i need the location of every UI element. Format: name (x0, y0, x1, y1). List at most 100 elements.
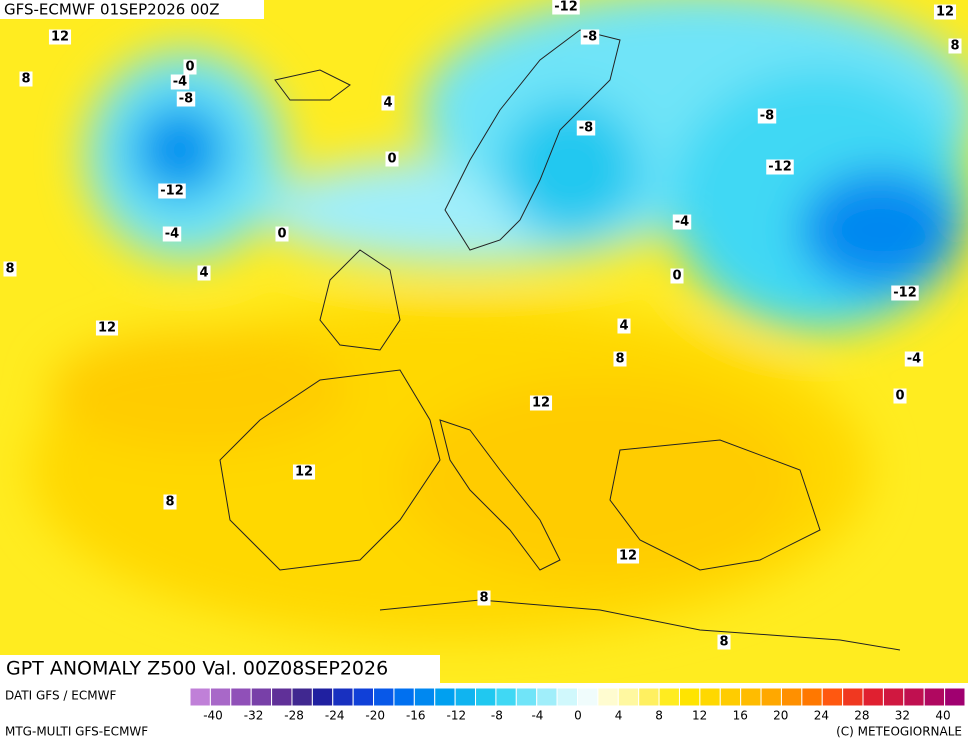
contour-label-box (576, 120, 596, 136)
anomaly-field (30, 0, 968, 640)
color-swatch (903, 687, 925, 707)
legend-label: 20 (773, 709, 788, 723)
color-swatch (923, 687, 946, 707)
contour-label: -8 (179, 92, 193, 107)
contour-label-box (381, 95, 395, 111)
contour-label: -4 (675, 215, 689, 230)
contour-label-box (183, 59, 197, 75)
color-swatch (332, 687, 354, 707)
contour-label: -12 (893, 286, 917, 301)
color-swatch (862, 687, 884, 707)
contour-label-box (95, 320, 119, 336)
legend-label: -8 (491, 709, 503, 723)
header-title: GFS-ECMWF 01SEP2026 00Z (4, 1, 219, 19)
contour-label: 12 (936, 5, 954, 20)
contour-label-box (948, 38, 962, 54)
color-swatch (230, 687, 252, 707)
contour-label-box (197, 265, 211, 281)
legend-label: 28 (854, 709, 869, 723)
contour-label: 8 (950, 39, 959, 54)
contour-label-box (158, 183, 186, 199)
legend-label: 4 (615, 709, 623, 723)
footer-title: GPT ANOMALY Z500 Val. 00Z08SEP2026 (6, 658, 388, 680)
contour-label-box (163, 494, 177, 510)
contour-label: -4 (907, 352, 921, 367)
contour-label: 4 (383, 96, 392, 111)
legend-label: -32 (244, 709, 264, 723)
color-swatch (475, 687, 497, 707)
contour-label-box (529, 395, 553, 411)
contour-label-box (162, 226, 182, 242)
legend-label: 8 (655, 709, 663, 723)
contour-label-box (176, 91, 196, 107)
contour-label-box (292, 464, 316, 480)
contour-label-box (891, 285, 919, 301)
contour-label: 8 (615, 352, 624, 367)
contour-label: -8 (583, 30, 597, 45)
contour-label-box (580, 29, 600, 45)
contour-label-box (670, 268, 684, 284)
color-swatch (577, 687, 599, 707)
contour-label: -8 (760, 109, 774, 124)
color-bar: -40 -32 -28 -24 -20 -16 -12 -8 -4 0 4 8 12 16 20 24 28 32… (189, 687, 966, 723)
contour-label: 8 (21, 72, 30, 87)
color-swatch (740, 687, 762, 707)
model: MTG-MULTI GFS-ECMWF (5, 725, 148, 739)
contour-label: -8 (579, 121, 593, 136)
color-swatch (291, 687, 313, 707)
contour-label: 8 (5, 262, 14, 277)
credit: (C) METEOGIORNALE (836, 725, 962, 739)
color-swatch (209, 687, 232, 707)
color-swatch (434, 687, 456, 707)
color-swatch (413, 687, 436, 707)
legend-label: -12 (447, 709, 467, 723)
color-swatch (454, 687, 477, 707)
contour-label: 12 (98, 321, 116, 336)
coastlines (219, 29, 901, 651)
contour-label-box (766, 159, 794, 175)
color-swatch (678, 687, 701, 707)
color-swatch (311, 687, 334, 707)
contour-label-box (477, 590, 491, 606)
color-swatch (760, 687, 782, 707)
color-swatch (495, 687, 517, 707)
footer-title-box (0, 655, 440, 683)
contour-label: 0 (277, 227, 286, 242)
color-swatch (944, 687, 966, 707)
contour-label-box (757, 108, 777, 124)
contour-label: 4 (619, 319, 628, 334)
color-swatch (719, 687, 742, 707)
color-swatch (271, 687, 293, 707)
contour-label: 8 (719, 635, 728, 650)
contour-label-box (48, 29, 72, 45)
legend-label: -20 (365, 709, 385, 723)
contour-label-box (933, 4, 957, 20)
contour-label: 12 (295, 465, 313, 480)
contour-label: 12 (532, 396, 550, 411)
legend-label: -40 (203, 709, 223, 723)
contour-label: 0 (185, 60, 194, 75)
legend-label: -24 (325, 709, 345, 723)
color-swatch (597, 687, 619, 707)
color-swatch (638, 687, 660, 707)
color-swatch (556, 687, 579, 707)
color-swatch (352, 687, 375, 707)
color-swatch (373, 687, 395, 707)
color-swatch (250, 687, 273, 707)
contour-label: -4 (165, 227, 179, 242)
contour-label-box (275, 226, 289, 242)
legend-label: 40 (935, 709, 950, 723)
contour-label: 8 (165, 495, 174, 510)
contour-label-box (617, 318, 631, 334)
color-swatch (842, 687, 864, 707)
contour-label-box (672, 214, 692, 230)
header-box (0, 0, 264, 19)
color-swatch (780, 687, 803, 707)
contour-label-box (385, 151, 399, 167)
contour-label-box (613, 351, 627, 367)
color-swatch (658, 687, 680, 707)
contour-label: -12 (554, 0, 578, 15)
contour-label: 0 (895, 389, 904, 404)
